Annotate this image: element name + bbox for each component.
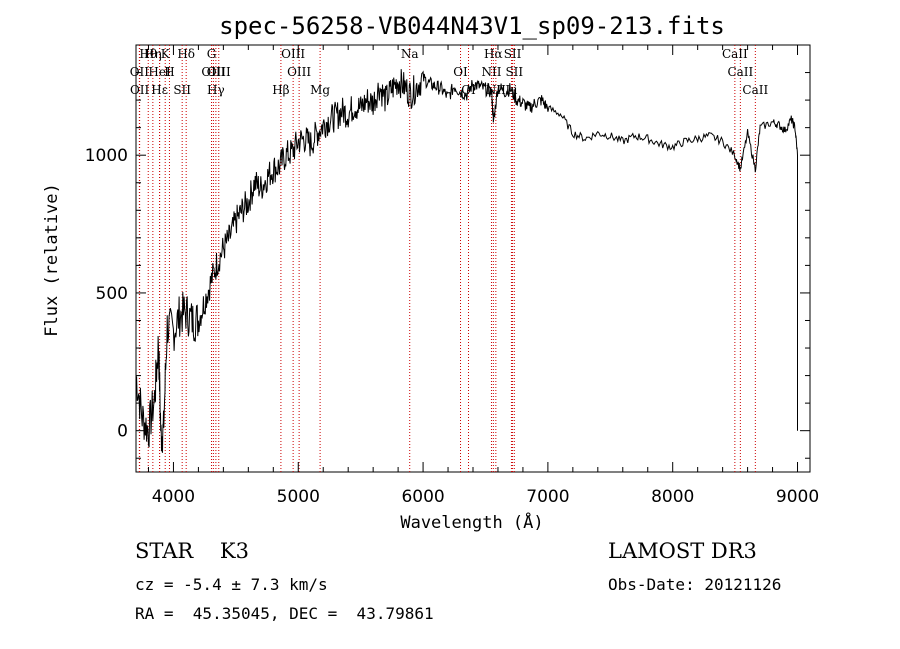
line-label: OIII [207, 65, 231, 79]
y-axis-label: Flux (relative) [42, 183, 62, 337]
line-label: OII [130, 65, 150, 79]
line-label: Hε [151, 83, 168, 97]
line-label: CaII [742, 83, 768, 97]
tick-label: 5000 [277, 487, 320, 507]
object-class: STAR K3 [135, 539, 249, 563]
line-label: Na [401, 47, 419, 61]
plot-area: HθOIIOIIHηHeIHεKHSIIHδOIIIHγGOIIIHβOIIIO… [85, 44, 819, 507]
line-label: OI [453, 65, 468, 79]
obs-date: Obs-Date: 20121126 [608, 575, 782, 594]
line-label: CaII [722, 47, 748, 61]
line-label: OIII [287, 65, 311, 79]
tick-label: 500 [96, 284, 128, 304]
line-label: NII [481, 65, 501, 79]
tick-label: 7000 [526, 487, 569, 507]
emission-line-labels: HθOIIOIIHηHeIHεKHSIIHδOIIIHγGOIIIHβOIIIO… [130, 47, 769, 97]
line-label: Hθ [139, 47, 157, 61]
tick-label: 6000 [401, 487, 444, 507]
line-label: Hη [144, 47, 162, 61]
tick-label: 0 [117, 422, 128, 442]
line-label: Mg [310, 83, 330, 97]
tick-label: 8000 [651, 487, 694, 507]
coordinates: RA = 45.35045, DEC = 43.79861 [135, 604, 434, 623]
line-label: HeI [148, 65, 171, 79]
tick-label: 4000 [152, 487, 195, 507]
chart-title: spec-56258-VB044N43V1_sp09-213.fits [219, 12, 725, 40]
tick-label: 1000 [85, 146, 128, 166]
plot-frame [135, 44, 811, 473]
line-label: K [161, 47, 171, 61]
line-label: OIII [281, 47, 305, 61]
line-label: OII [130, 83, 150, 97]
survey-name: LAMOST DR3 [608, 539, 757, 563]
axis-ticks: 4000 5000 6000 7000 8000 9000 0 500 1000 [85, 45, 819, 507]
spectrum-line [135, 69, 798, 453]
line-label: Hβ [272, 83, 289, 97]
emission-line-markers [138, 45, 756, 472]
line-label: SII [504, 47, 522, 61]
tick-label: 9000 [776, 487, 819, 507]
line-label: Hγ [207, 83, 225, 97]
redshift-cz: cz = -5.4 ± 7.3 km/s [135, 575, 328, 594]
line-label: H [164, 65, 174, 79]
line-label: OIII [201, 65, 225, 79]
x-axis-label: Wavelength (Å) [400, 511, 543, 533]
line-label: SII [505, 65, 523, 79]
line-label: CaII [727, 65, 753, 79]
line-label: Hδ [177, 47, 195, 61]
line-label: G [207, 47, 217, 61]
line-label: Hα [484, 47, 503, 61]
line-label: SII [173, 83, 191, 97]
